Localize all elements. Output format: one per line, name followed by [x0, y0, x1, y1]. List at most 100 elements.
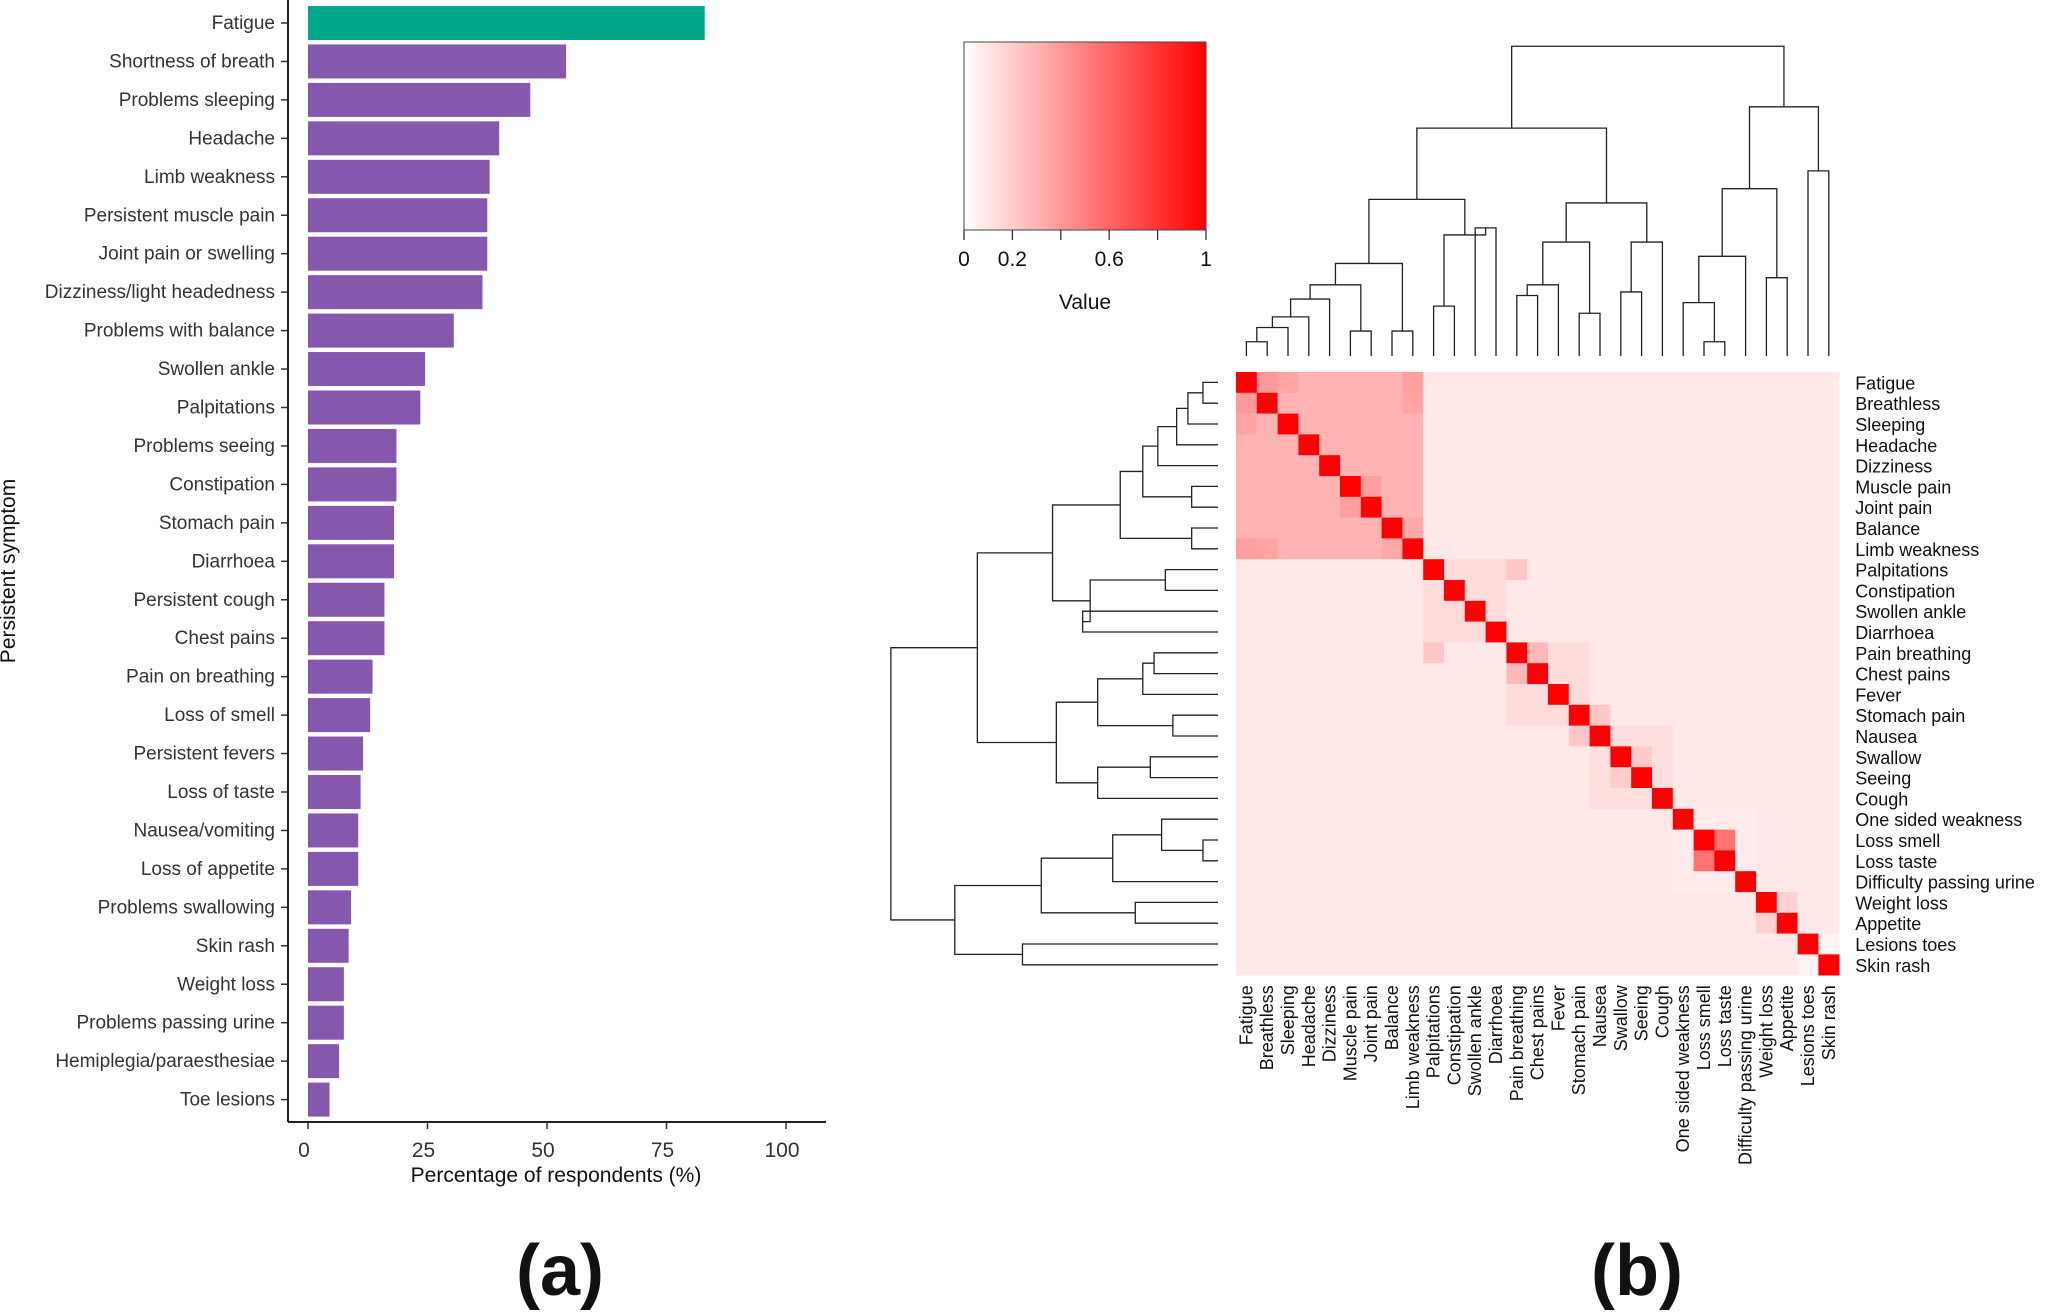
heatmap-cell	[1340, 954, 1362, 976]
heatmap-cell	[1402, 434, 1424, 456]
heatmap-cell	[1277, 600, 1299, 622]
heatmap-cell	[1797, 496, 1819, 518]
row-label: Joint pain	[1855, 498, 1932, 518]
heatmap-cell	[1818, 621, 1840, 643]
category-label: Persistent fevers	[134, 744, 276, 765]
heatmap-cell	[1360, 580, 1382, 602]
column-label: Stomach pain	[1569, 985, 1589, 1095]
heatmap-cell	[1423, 892, 1445, 914]
heatmap-cell	[1714, 392, 1736, 414]
heatmap-cell	[1423, 663, 1445, 685]
heatmap-cell	[1402, 850, 1424, 872]
bar-11	[308, 390, 421, 425]
heatmap-cell	[1631, 455, 1653, 477]
heatmap-cell	[1381, 517, 1403, 539]
heatmap-cell	[1568, 746, 1590, 768]
legend-tick-label: 0.6	[1095, 248, 1124, 271]
bar-7	[308, 236, 488, 271]
heatmap-cell	[1693, 725, 1715, 747]
heatmap-cell	[1381, 413, 1403, 435]
heatmap-cell	[1464, 621, 1486, 643]
column-dendrogram-branch	[1542, 241, 1591, 314]
heatmap-cell	[1527, 912, 1549, 934]
heatmap-cell	[1360, 642, 1382, 664]
heatmap-cell	[1714, 871, 1736, 893]
heatmap-cell	[1506, 829, 1528, 851]
heatmap-cell	[1360, 413, 1382, 435]
heatmap-cell	[1672, 933, 1694, 955]
heatmap-cell	[1298, 580, 1320, 602]
row-label: Muscle pain	[1855, 477, 1951, 497]
heatmap-cell	[1797, 704, 1819, 726]
heatmap-cell	[1298, 517, 1320, 539]
heatmap-cell	[1485, 912, 1507, 934]
heatmap-cell	[1360, 808, 1382, 830]
heatmap-cell	[1485, 538, 1507, 560]
heatmap-cell	[1256, 496, 1278, 518]
heatmap-cell	[1236, 455, 1258, 477]
heatmap-cell	[1548, 663, 1570, 685]
heatmap-cell	[1714, 725, 1736, 747]
heatmap-cell	[1236, 434, 1258, 456]
category-label: Loss of taste	[167, 782, 275, 803]
column-dendrogram-branch	[1416, 127, 1608, 203]
heatmap-cell	[1631, 954, 1653, 976]
heatmap-cell	[1568, 912, 1590, 934]
heatmap-cell	[1672, 496, 1694, 518]
heatmap-cell	[1485, 642, 1507, 664]
heatmap-cell	[1797, 808, 1819, 830]
heatmap-cell	[1527, 871, 1549, 893]
heatmap-cell	[1277, 704, 1299, 726]
heatmap-cell	[1506, 434, 1528, 456]
heatmap-cell	[1714, 476, 1736, 498]
heatmap-cell	[1589, 767, 1611, 789]
heatmap-cell	[1693, 600, 1715, 622]
heatmap-cell	[1652, 434, 1674, 456]
category-label: Skin rash	[196, 936, 275, 957]
heatmap-cell	[1506, 684, 1528, 706]
heatmap-cell	[1610, 621, 1632, 643]
heatmap-cell	[1444, 580, 1466, 602]
heatmap-cell	[1610, 538, 1632, 560]
heatmap-cell	[1818, 850, 1840, 872]
heatmap-cell	[1402, 413, 1424, 435]
row-dendrogram-branch	[1149, 756, 1218, 779]
heatmap-cell	[1506, 933, 1528, 955]
heatmap-cell	[1548, 642, 1570, 664]
category-label: Problems with balance	[84, 321, 275, 342]
heatmap-cell	[1236, 912, 1258, 934]
heatmap-cell	[1797, 933, 1819, 955]
bar-29	[308, 1082, 330, 1117]
heatmap-cell	[1423, 767, 1445, 789]
heatmap-cell	[1277, 580, 1299, 602]
heatmap-cell	[1631, 476, 1653, 498]
heatmap-cell	[1527, 496, 1549, 518]
heatmap-cell	[1444, 663, 1466, 685]
heatmap-cell	[1776, 621, 1798, 643]
heatmap-cell	[1423, 496, 1445, 518]
heatmap-cell	[1548, 476, 1570, 498]
heatmap-cell	[1464, 850, 1486, 872]
heatmap-cell	[1735, 663, 1757, 685]
heatmap-cell	[1672, 871, 1694, 893]
heatmap-cell	[1672, 372, 1694, 394]
column-dendrogram-branch	[1682, 301, 1716, 356]
column-dendrogram-branch	[1443, 227, 1487, 307]
heatmap-cell	[1256, 829, 1278, 851]
heatmap-cell	[1776, 642, 1798, 664]
heatmap-cell	[1631, 372, 1653, 394]
heatmap-cell	[1818, 725, 1840, 747]
bar-8	[308, 275, 483, 310]
heatmap-cell	[1444, 538, 1466, 560]
heatmap-cell	[1756, 413, 1778, 435]
heatmap-cell	[1548, 788, 1570, 810]
heatmap-cell	[1589, 642, 1611, 664]
heatmap-cell	[1360, 933, 1382, 955]
heatmap-cell	[1652, 808, 1674, 830]
heatmap-cell	[1319, 746, 1341, 768]
heatmap-cell	[1485, 413, 1507, 435]
heatmap-cell	[1776, 663, 1798, 685]
heatmap-cell	[1485, 892, 1507, 914]
heatmap-cell	[1527, 808, 1549, 830]
